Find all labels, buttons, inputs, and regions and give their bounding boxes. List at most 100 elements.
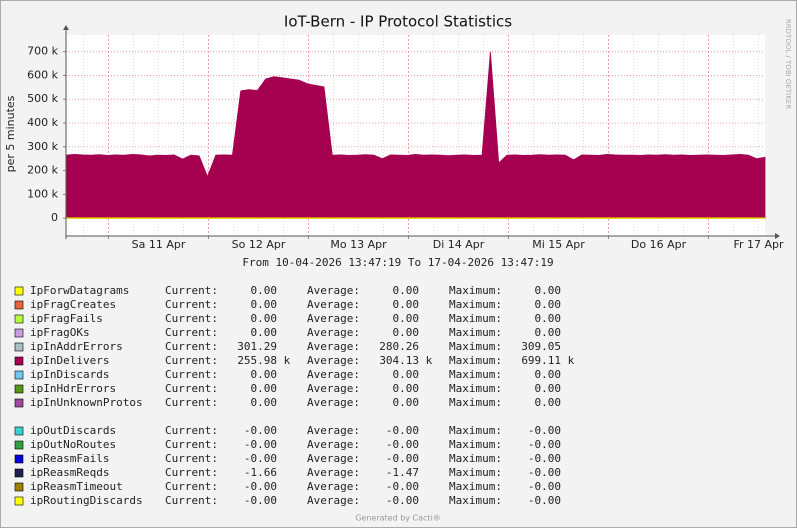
legend-average: 0.00: [393, 368, 420, 381]
legend-name: ipInUnknownProtos: [30, 396, 143, 409]
legend-name: ipInHdrErrors: [30, 382, 116, 395]
legend-swatch: [14, 482, 24, 492]
y-tick-label: 400 k: [27, 116, 58, 129]
legend-maximum: 0.00: [535, 284, 562, 297]
x-tick-label: Fr 17 Apr: [733, 238, 784, 251]
legend-average: -0.00: [386, 480, 419, 493]
legend-column-label: Current:: [165, 466, 218, 479]
legend-average: -0.00: [386, 494, 419, 507]
legend-column-label: Current:: [165, 340, 218, 353]
legend-column-label: Average:: [307, 312, 360, 325]
legend-current: 0.00: [251, 396, 278, 409]
legend-average: 0.00: [393, 326, 420, 339]
legend-name: ipReasmFails: [30, 452, 109, 465]
legend-swatch: [14, 356, 24, 366]
legend-column-label: Average:: [307, 326, 360, 339]
legend-average: 0.00: [393, 298, 420, 311]
legend-name: ipInDelivers: [30, 354, 109, 367]
y-tick-label: 300 k: [27, 140, 58, 153]
footer: Generated by Cacti®: [355, 514, 441, 523]
y-tick-label: 0: [51, 211, 58, 224]
legend-average: -0.00: [386, 452, 419, 465]
y-tick-label: 700 k: [27, 45, 58, 58]
legend-name: ipReasmTimeout: [30, 480, 123, 493]
legend-current: -0.00: [244, 494, 277, 507]
legend-average: 280.26: [379, 340, 419, 353]
legend-current: 0.00: [251, 368, 278, 381]
legend-column-label: Current:: [165, 368, 218, 381]
legend-column-label: Average:: [307, 480, 360, 493]
y-tick-label: 500 k: [27, 92, 58, 105]
legend-maximum: 0.00: [535, 312, 562, 325]
legend-column-label: Average:: [307, 354, 360, 367]
x-tick-label: Di 14 Apr: [433, 238, 485, 251]
x-tick-label: Mi 15 Apr: [532, 238, 585, 251]
legend-current: 0.00: [251, 298, 278, 311]
legend-maximum: 0.00: [535, 298, 562, 311]
legend-swatch: [14, 440, 24, 450]
y-axis-arrow: [63, 25, 69, 30]
area: [65, 51, 766, 219]
legend-column-label: Maximum:: [449, 438, 502, 451]
legend-column-label: Average:: [307, 382, 360, 395]
legend-column-label: Maximum:: [449, 298, 502, 311]
legend-column-label: Maximum:: [449, 284, 502, 297]
watermark: RRDTOOL / TOBI OETIKER: [784, 19, 792, 109]
legend-current: -0.00: [244, 438, 277, 451]
legend-current: -0.00: [244, 424, 277, 437]
legend-column-label: Maximum:: [449, 466, 502, 479]
legend-name: ipFragOKs: [30, 326, 90, 339]
x-tick-label: Sa 11 Apr: [132, 238, 186, 251]
legend-swatch: [14, 398, 24, 408]
legend-column-label: Maximum:: [449, 326, 502, 339]
legend-column-label: Average:: [307, 494, 360, 507]
legend-swatch: [14, 300, 24, 310]
legend-average: 0.00: [393, 284, 420, 297]
x-tick-label: Mo 13 Apr: [330, 238, 387, 251]
legend-current: 255.98 k: [237, 354, 290, 367]
legend-name: ipRoutingDiscards: [30, 494, 143, 507]
legend-column-label: Average:: [307, 452, 360, 465]
x-tick-label: Do 16 Apr: [631, 238, 687, 251]
legend-column-label: Maximum:: [449, 340, 502, 353]
legend-current: 0.00: [251, 326, 278, 339]
legend-column-label: Maximum:: [449, 396, 502, 409]
legend-swatch: [14, 468, 24, 478]
legend-average: 0.00: [393, 396, 420, 409]
legend-column-label: Average:: [307, 340, 360, 353]
legend-swatch: [14, 328, 24, 338]
legend-average: -1.47: [386, 466, 419, 479]
legend-maximum: -0.00: [528, 438, 561, 451]
legend-column-label: Maximum:: [449, 354, 502, 367]
legend-column-label: Average:: [307, 466, 360, 479]
legend-column-label: Maximum:: [449, 480, 502, 493]
legend-column-label: Average:: [307, 284, 360, 297]
legend-column-label: Maximum:: [449, 494, 502, 507]
legend-average: 304.13 k: [379, 354, 432, 367]
legend-column-label: Current:: [165, 298, 218, 311]
legend-swatch: [14, 342, 24, 352]
legend-current: -1.66: [244, 466, 277, 479]
legend-average: -0.00: [386, 424, 419, 437]
legend-column-label: Maximum:: [449, 452, 502, 465]
legend-average: 0.00: [393, 312, 420, 325]
legend-column-label: Average:: [307, 368, 360, 381]
legend-current: 0.00: [251, 382, 278, 395]
legend-average: -0.00: [386, 438, 419, 451]
x-caption: From 10-04-2026 13:47:19 To 17-04-2026 1…: [242, 256, 553, 269]
legend-name: ipInAddrErrors: [30, 340, 123, 353]
legend-column-label: Maximum:: [449, 368, 502, 381]
legend-swatch: [14, 286, 24, 296]
legend-maximum: 0.00: [535, 382, 562, 395]
legend-maximum: 0.00: [535, 396, 562, 409]
x-tick-label: So 12 Apr: [232, 238, 286, 251]
legend-swatch: [14, 496, 24, 506]
legend-maximum: 0.00: [535, 326, 562, 339]
legend-name: ipReasmReqds: [30, 466, 109, 479]
x-axis-arrow: [775, 233, 780, 239]
legend-name: ipFragCreates: [30, 298, 116, 311]
legend-column-label: Average:: [307, 438, 360, 451]
legend-column-label: Current:: [165, 396, 218, 409]
legend-name: ipFragFails: [30, 312, 103, 325]
